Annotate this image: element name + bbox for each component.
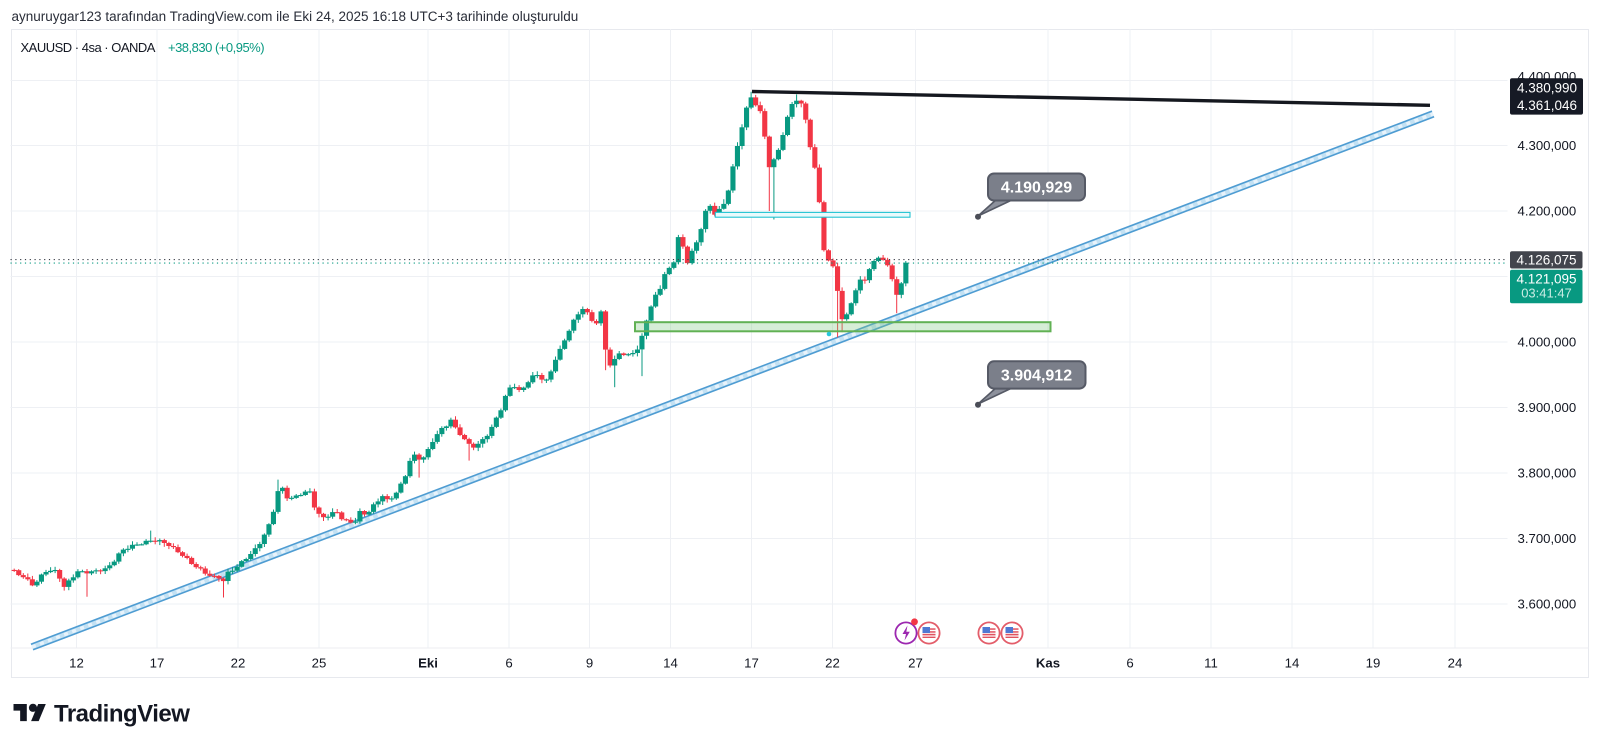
svg-text:22: 22 (231, 656, 246, 671)
svg-text:19: 19 (1366, 656, 1381, 671)
svg-text:Kas: Kas (1036, 656, 1060, 671)
svg-text:4.126,075: 4.126,075 (1516, 253, 1576, 268)
svg-text:Eki: Eki (418, 656, 438, 671)
svg-text:4.300,000: 4.300,000 (1518, 138, 1577, 153)
svg-text:14: 14 (663, 656, 678, 671)
svg-text:11: 11 (1204, 656, 1218, 671)
svg-text:4.200,000: 4.200,000 (1518, 204, 1577, 219)
svg-text:12: 12 (69, 656, 84, 671)
svg-text:4.361,046: 4.361,046 (1517, 98, 1577, 113)
svg-text:03:41:47: 03:41:47 (1521, 286, 1572, 301)
svg-text:24: 24 (1448, 656, 1463, 671)
svg-text:22: 22 (825, 656, 840, 671)
svg-text:3.900,000: 3.900,000 (1518, 400, 1577, 415)
svg-text:9: 9 (586, 656, 593, 671)
svg-text:17: 17 (744, 656, 759, 671)
svg-text:4.380,990: 4.380,990 (1517, 80, 1577, 95)
svg-text:3.800,000: 3.800,000 (1518, 466, 1577, 481)
svg-text:3.904,912: 3.904,912 (1001, 368, 1072, 385)
svg-text:6: 6 (1126, 656, 1133, 671)
svg-text:4.190,929: 4.190,929 (1001, 180, 1072, 197)
svg-text:TradingView: TradingView (54, 701, 190, 728)
svg-text:4.121,095: 4.121,095 (1516, 271, 1576, 286)
svg-text:14: 14 (1285, 656, 1300, 671)
svg-text:3.700,000: 3.700,000 (1518, 531, 1577, 546)
svg-text:17: 17 (150, 656, 165, 671)
svg-text:6: 6 (505, 656, 512, 671)
svg-text:3.600,000: 3.600,000 (1518, 597, 1577, 612)
svg-text:4.000,000: 4.000,000 (1518, 335, 1577, 350)
svg-text:27: 27 (908, 656, 923, 671)
svg-text:25: 25 (312, 656, 327, 671)
